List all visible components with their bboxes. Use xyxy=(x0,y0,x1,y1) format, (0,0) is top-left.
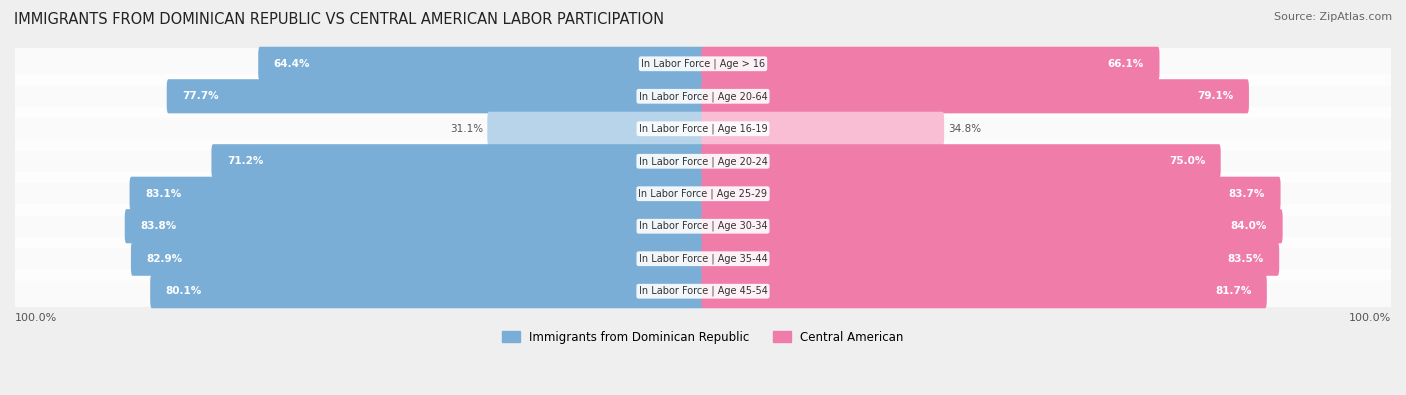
Text: 82.9%: 82.9% xyxy=(146,254,183,264)
FancyBboxPatch shape xyxy=(702,144,1220,178)
FancyBboxPatch shape xyxy=(13,74,1393,118)
Text: 75.0%: 75.0% xyxy=(1168,156,1205,166)
Text: 100.0%: 100.0% xyxy=(1348,313,1391,323)
FancyBboxPatch shape xyxy=(13,237,1393,281)
Text: In Labor Force | Age 16-19: In Labor Force | Age 16-19 xyxy=(638,124,768,134)
Text: 81.7%: 81.7% xyxy=(1215,286,1251,296)
FancyBboxPatch shape xyxy=(167,79,704,113)
Text: 100.0%: 100.0% xyxy=(15,313,58,323)
Text: 34.8%: 34.8% xyxy=(948,124,981,134)
Text: In Labor Force | Age 20-64: In Labor Force | Age 20-64 xyxy=(638,91,768,102)
FancyBboxPatch shape xyxy=(702,47,1160,81)
Legend: Immigrants from Dominican Republic, Central American: Immigrants from Dominican Republic, Cent… xyxy=(498,326,908,348)
Text: In Labor Force | Age > 16: In Labor Force | Age > 16 xyxy=(641,58,765,69)
FancyBboxPatch shape xyxy=(211,144,704,178)
FancyBboxPatch shape xyxy=(131,242,704,276)
FancyBboxPatch shape xyxy=(488,112,704,146)
Text: 71.2%: 71.2% xyxy=(226,156,263,166)
Text: 64.4%: 64.4% xyxy=(274,59,311,69)
FancyBboxPatch shape xyxy=(702,177,1281,211)
FancyBboxPatch shape xyxy=(13,107,1393,151)
FancyBboxPatch shape xyxy=(13,139,1393,183)
FancyBboxPatch shape xyxy=(702,209,1282,243)
FancyBboxPatch shape xyxy=(13,42,1393,86)
Text: 79.1%: 79.1% xyxy=(1197,91,1233,101)
FancyBboxPatch shape xyxy=(150,274,704,308)
Text: 83.5%: 83.5% xyxy=(1227,254,1264,264)
FancyBboxPatch shape xyxy=(259,47,704,81)
Text: In Labor Force | Age 35-44: In Labor Force | Age 35-44 xyxy=(638,254,768,264)
Text: In Labor Force | Age 45-54: In Labor Force | Age 45-54 xyxy=(638,286,768,297)
Text: 83.1%: 83.1% xyxy=(145,189,181,199)
Text: 66.1%: 66.1% xyxy=(1108,59,1144,69)
Text: 84.0%: 84.0% xyxy=(1230,221,1267,231)
Text: In Labor Force | Age 20-24: In Labor Force | Age 20-24 xyxy=(638,156,768,167)
FancyBboxPatch shape xyxy=(13,269,1393,313)
FancyBboxPatch shape xyxy=(13,172,1393,216)
FancyBboxPatch shape xyxy=(702,274,1267,308)
Text: 77.7%: 77.7% xyxy=(183,91,219,101)
FancyBboxPatch shape xyxy=(702,79,1249,113)
Text: 31.1%: 31.1% xyxy=(450,124,484,134)
FancyBboxPatch shape xyxy=(702,242,1279,276)
FancyBboxPatch shape xyxy=(13,204,1393,248)
FancyBboxPatch shape xyxy=(125,209,704,243)
FancyBboxPatch shape xyxy=(702,112,945,146)
Text: 80.1%: 80.1% xyxy=(166,286,202,296)
Text: 83.7%: 83.7% xyxy=(1229,189,1265,199)
Text: In Labor Force | Age 25-29: In Labor Force | Age 25-29 xyxy=(638,188,768,199)
Text: In Labor Force | Age 30-34: In Labor Force | Age 30-34 xyxy=(638,221,768,231)
Text: Source: ZipAtlas.com: Source: ZipAtlas.com xyxy=(1274,12,1392,22)
FancyBboxPatch shape xyxy=(129,177,704,211)
Text: 83.8%: 83.8% xyxy=(141,221,177,231)
Text: IMMIGRANTS FROM DOMINICAN REPUBLIC VS CENTRAL AMERICAN LABOR PARTICIPATION: IMMIGRANTS FROM DOMINICAN REPUBLIC VS CE… xyxy=(14,12,664,27)
